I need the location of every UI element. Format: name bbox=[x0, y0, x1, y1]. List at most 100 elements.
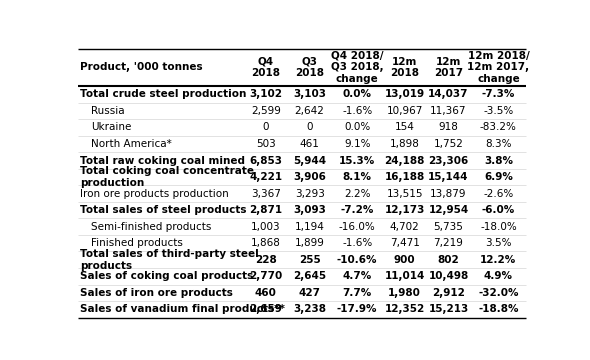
Text: 1,194: 1,194 bbox=[295, 222, 324, 232]
Text: 13,879: 13,879 bbox=[430, 189, 467, 199]
Text: Sales of coking coal products: Sales of coking coal products bbox=[80, 271, 253, 281]
Text: 7,219: 7,219 bbox=[434, 238, 463, 248]
Text: 0: 0 bbox=[306, 122, 313, 132]
Text: -18.8%: -18.8% bbox=[478, 304, 519, 314]
Text: 10,967: 10,967 bbox=[386, 106, 423, 116]
Text: 0.0%: 0.0% bbox=[343, 89, 372, 99]
Text: 12m
2017: 12m 2017 bbox=[434, 57, 463, 78]
Text: 2.2%: 2.2% bbox=[344, 189, 371, 199]
Text: -16.0%: -16.0% bbox=[339, 222, 376, 232]
Text: 12m
2018: 12m 2018 bbox=[390, 57, 419, 78]
Text: -7.2%: -7.2% bbox=[340, 205, 374, 215]
Text: Total raw coking coal mined: Total raw coking coal mined bbox=[80, 156, 245, 166]
Text: 503: 503 bbox=[256, 139, 276, 149]
Text: -3.5%: -3.5% bbox=[483, 106, 513, 116]
Text: 5,735: 5,735 bbox=[434, 222, 463, 232]
Text: 16,188: 16,188 bbox=[385, 172, 425, 182]
Text: Iron ore products production: Iron ore products production bbox=[80, 189, 228, 199]
Text: 2,912: 2,912 bbox=[432, 288, 465, 298]
Text: -10.6%: -10.6% bbox=[337, 255, 378, 265]
Text: 12.2%: 12.2% bbox=[480, 255, 517, 265]
Text: 10,498: 10,498 bbox=[428, 271, 468, 281]
Text: 3,102: 3,102 bbox=[250, 89, 283, 99]
Text: 12,954: 12,954 bbox=[428, 205, 468, 215]
Text: 24,188: 24,188 bbox=[385, 156, 425, 166]
Text: 2,871: 2,871 bbox=[250, 205, 283, 215]
Text: Sales of vanadium final products**: Sales of vanadium final products** bbox=[80, 304, 284, 314]
Text: 2,642: 2,642 bbox=[295, 106, 324, 116]
Text: 2,770: 2,770 bbox=[249, 271, 283, 281]
Text: 3,293: 3,293 bbox=[295, 189, 324, 199]
Text: 1,868: 1,868 bbox=[251, 238, 281, 248]
Text: 11,367: 11,367 bbox=[430, 106, 467, 116]
Text: 15.3%: 15.3% bbox=[339, 156, 375, 166]
Text: 3.8%: 3.8% bbox=[484, 156, 513, 166]
Text: 6.9%: 6.9% bbox=[484, 172, 513, 182]
Text: 6,853: 6,853 bbox=[250, 156, 283, 166]
Text: Total sales of third-party steel
products: Total sales of third-party steel product… bbox=[80, 249, 258, 271]
Text: 2,599: 2,599 bbox=[251, 106, 281, 116]
Text: 12m 2018/
12m 2017,
change: 12m 2018/ 12m 2017, change bbox=[467, 51, 529, 84]
Text: Semi-finished products: Semi-finished products bbox=[91, 222, 211, 232]
Text: 12,352: 12,352 bbox=[385, 304, 425, 314]
Text: Total sales of steel products: Total sales of steel products bbox=[80, 205, 246, 215]
Text: 8.1%: 8.1% bbox=[343, 172, 372, 182]
Text: Product, '000 tonnes: Product, '000 tonnes bbox=[80, 62, 202, 72]
Text: -1.6%: -1.6% bbox=[342, 238, 372, 248]
Text: 1,003: 1,003 bbox=[251, 222, 281, 232]
Text: 900: 900 bbox=[394, 255, 415, 265]
Text: Total coking coal concentrate
production: Total coking coal concentrate production bbox=[80, 166, 254, 188]
Text: 15,144: 15,144 bbox=[428, 172, 468, 182]
Text: 5,944: 5,944 bbox=[293, 156, 326, 166]
Text: -17.9%: -17.9% bbox=[337, 304, 378, 314]
Text: Q4 2018/
Q3 2018,
change: Q4 2018/ Q3 2018, change bbox=[331, 51, 384, 84]
Text: 154: 154 bbox=[395, 122, 415, 132]
Text: Finished products: Finished products bbox=[91, 238, 183, 248]
Text: Q3
2018: Q3 2018 bbox=[295, 57, 324, 78]
Text: 3.5%: 3.5% bbox=[485, 238, 512, 248]
Text: 4,702: 4,702 bbox=[390, 222, 419, 232]
Text: 918: 918 bbox=[438, 122, 458, 132]
Text: 4.7%: 4.7% bbox=[343, 271, 372, 281]
Text: 255: 255 bbox=[299, 255, 320, 265]
Text: 3,906: 3,906 bbox=[293, 172, 326, 182]
Text: -1.6%: -1.6% bbox=[342, 106, 372, 116]
Text: 3,093: 3,093 bbox=[293, 205, 326, 215]
Text: North America*: North America* bbox=[91, 139, 172, 149]
Text: 2,645: 2,645 bbox=[293, 271, 326, 281]
Text: Total crude steel production: Total crude steel production bbox=[80, 89, 246, 99]
Text: 7,471: 7,471 bbox=[390, 238, 419, 248]
Text: Ukraine: Ukraine bbox=[91, 122, 132, 132]
Text: 2,659: 2,659 bbox=[250, 304, 282, 314]
Text: 228: 228 bbox=[255, 255, 277, 265]
Text: 0.0%: 0.0% bbox=[344, 122, 371, 132]
Text: Q4
2018: Q4 2018 bbox=[251, 57, 280, 78]
Text: -7.3%: -7.3% bbox=[481, 89, 515, 99]
Text: 1,899: 1,899 bbox=[295, 238, 324, 248]
Text: 8.3%: 8.3% bbox=[485, 139, 512, 149]
Text: 11,014: 11,014 bbox=[385, 271, 425, 281]
Text: 13,019: 13,019 bbox=[385, 89, 425, 99]
Text: Russia: Russia bbox=[91, 106, 124, 116]
Text: -18.0%: -18.0% bbox=[480, 222, 517, 232]
Text: 1,980: 1,980 bbox=[388, 288, 421, 298]
Text: 802: 802 bbox=[438, 255, 460, 265]
Text: 12,173: 12,173 bbox=[385, 205, 425, 215]
Text: 3,238: 3,238 bbox=[293, 304, 326, 314]
Text: 3,367: 3,367 bbox=[251, 189, 281, 199]
Text: 1,898: 1,898 bbox=[390, 139, 419, 149]
Text: 4.9%: 4.9% bbox=[484, 271, 513, 281]
Text: 9.1%: 9.1% bbox=[344, 139, 371, 149]
Text: 460: 460 bbox=[255, 288, 277, 298]
Text: -6.0%: -6.0% bbox=[482, 205, 515, 215]
Text: -2.6%: -2.6% bbox=[483, 189, 513, 199]
Text: 15,213: 15,213 bbox=[428, 304, 468, 314]
Text: Sales of iron ore products: Sales of iron ore products bbox=[80, 288, 232, 298]
Text: 14,037: 14,037 bbox=[428, 89, 468, 99]
Text: 23,306: 23,306 bbox=[428, 156, 468, 166]
Text: 1,752: 1,752 bbox=[434, 139, 463, 149]
Text: 7.7%: 7.7% bbox=[343, 288, 372, 298]
Text: -32.0%: -32.0% bbox=[478, 288, 519, 298]
Text: 13,515: 13,515 bbox=[386, 189, 423, 199]
Text: 0: 0 bbox=[263, 122, 269, 132]
